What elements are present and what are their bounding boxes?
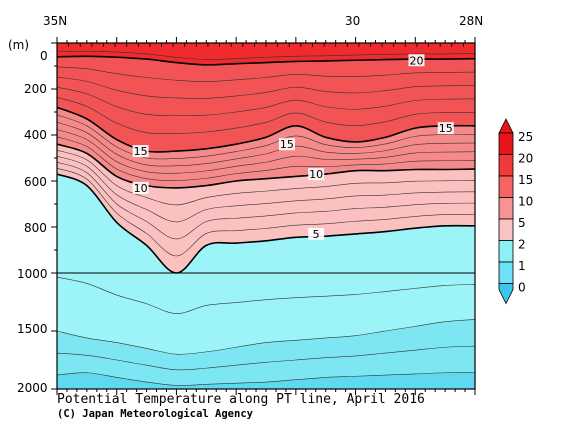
band-15-20 [57,56,475,153]
band-1-2 [57,319,475,389]
chart-credit: (C) Japan Meteorological Agency [57,408,254,420]
contour-line-surface-1 [57,50,475,60]
contour-line-upper-2 [57,76,475,99]
contour-label-10-4: 10 [132,181,149,195]
y-tick-800: 800 [24,221,47,235]
contour-label-text: 15 [134,145,148,158]
contour-line-upper-4 [57,96,475,135]
contour-line-20 [57,55,475,66]
contour-label-15-3: 15 [437,122,454,135]
contour-line-2 [57,319,475,355]
y-tick-1500: 1500 [17,322,48,336]
axis-ticks [51,37,476,395]
colorbar-label: 10 [518,195,533,209]
colorbar-swatch [498,261,514,284]
contour-label-box [308,227,325,240]
colorbar-swatch [498,240,514,263]
band-0-1 [57,372,475,389]
colorbar-label: 0 [518,281,526,295]
x-tick-35n: 35N [43,14,67,28]
contour-label-box [408,54,425,67]
contour-label-text: 10 [309,168,323,181]
band-10-15 [57,107,475,188]
colorbar-bottom-arrow [498,283,514,305]
chart-title: Potential Temperature along PT line, Apr… [57,392,425,407]
contour-line-1 [57,372,475,386]
contour-label-text: 10 [134,182,148,195]
colorbar-swatch [498,175,514,198]
band-2-5 [57,174,475,355]
band-5-10 [57,144,475,273]
contour-line-mid-3 [57,129,475,174]
colorbar-label: 2 [518,238,526,252]
y-tick-200: 200 [24,82,47,96]
contour-label-5-6: 5 [308,227,325,241]
colorbar-top-arrow [498,118,514,134]
contour-line-upper-1 [57,66,475,82]
contour-label-box [437,122,454,135]
colorbar-label: 1 [518,259,526,273]
colorbar-label: 15 [518,173,533,187]
y-tick-1000: 1000 [17,267,48,281]
contour-line-mid-1 [57,114,475,160]
x-tick-30: 30 [345,14,360,28]
contour-label-text: 15 [280,138,294,151]
plot-area: 20 15 15 15 10 10 5 [57,43,475,389]
contour-label-10-5: 10 [308,168,325,181]
contour-line-abyss-1 [57,345,475,371]
colorbar-swatch [498,154,514,177]
contour-line-mid-2 [57,121,475,167]
y-tick-400: 400 [24,128,47,142]
contour-line-lower-2 [57,155,475,223]
y-tick-2000: 2000 [17,381,48,395]
y-tick-0: 0 [40,49,48,63]
contour-line-15 [57,106,475,153]
x-tick-28n: 28N [459,14,483,28]
contour-line-deep-1 [57,276,475,314]
contour-line-10 [57,143,475,189]
colorbar-label: 20 [518,152,533,166]
colorbar-label: 5 [518,216,526,230]
contour-line-lower-1 [57,149,475,206]
contour-label-box [278,138,295,151]
contour-label-text: 5 [313,228,320,241]
colorbar-swatch [498,132,514,155]
contour-label-20-0: 20 [408,54,425,67]
contour-label-15-2: 15 [278,138,295,151]
contour-label-box [132,145,149,158]
contour-line-5 [57,173,475,274]
contour-label-text: 15 [439,122,453,135]
contour-label-15-1: 15 [132,145,149,158]
y-tick-600: 600 [24,175,47,189]
contour-line-lower-3 [57,161,475,240]
contour-line-upper-3 [57,86,475,117]
colorbar-swatch [498,218,514,241]
contour-line-lower-4 [57,167,475,257]
contour-label-box [132,181,149,194]
colorbar-swatch [498,197,514,220]
contour-line-mid-4 [57,136,475,181]
contour-label-box [308,168,325,181]
colorbar-label: 25 [518,130,533,144]
contour-label-text: 20 [409,54,423,67]
y-axis-unit: (m) [8,38,29,52]
